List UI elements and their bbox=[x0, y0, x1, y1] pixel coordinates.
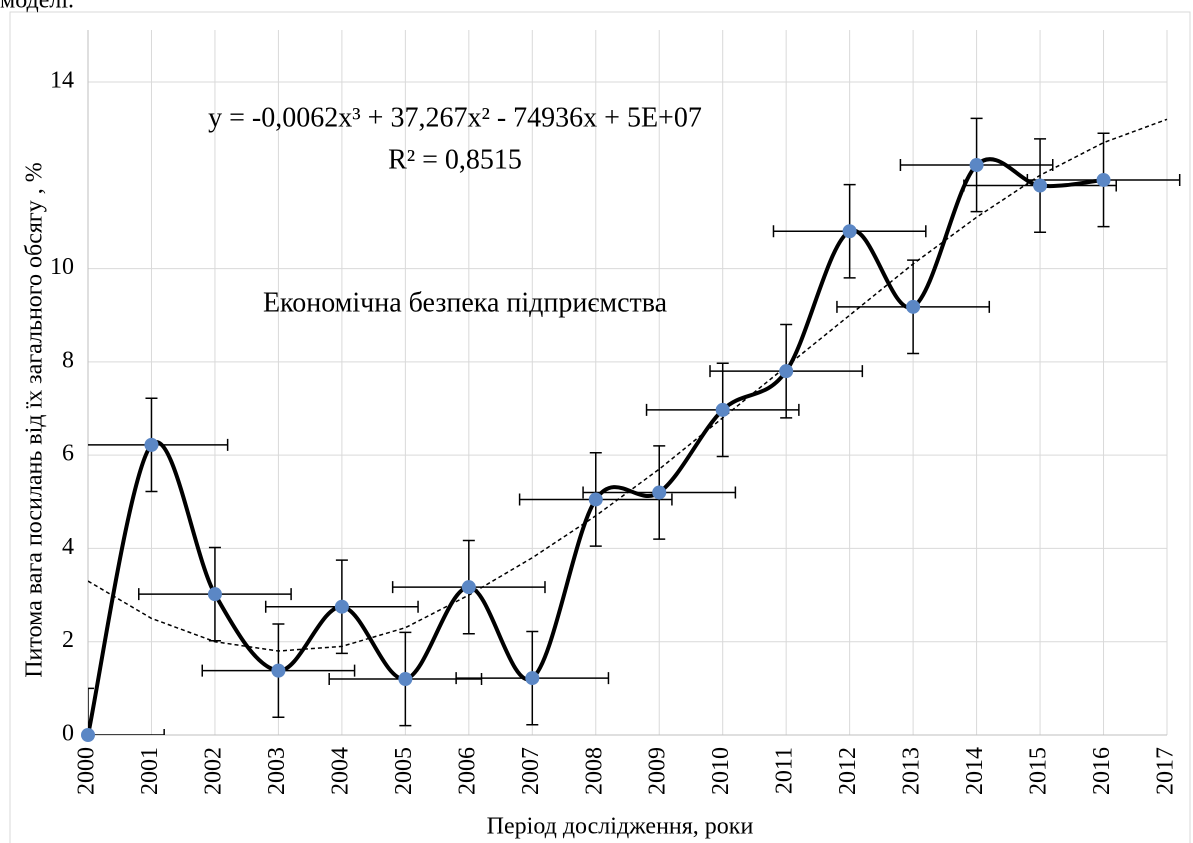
x-tick-label: 2012 bbox=[835, 747, 861, 795]
data-point bbox=[207, 587, 222, 602]
x-tick-label: 2007 bbox=[518, 747, 544, 795]
chart-frame bbox=[9, 11, 1191, 843]
y-tick-label: 0 bbox=[62, 721, 74, 747]
x-tick-label: 2000 bbox=[74, 747, 100, 795]
y-tick-label: 10 bbox=[50, 254, 74, 280]
x-tick-label: 2001 bbox=[137, 747, 163, 795]
equation: y = -0,0062x³ + 37,267x² - 74936x + 5E+0… bbox=[208, 102, 702, 133]
x-tick-label: 2010 bbox=[708, 747, 734, 795]
y-error-bar bbox=[88, 687, 94, 735]
x-tick-label: 2002 bbox=[200, 747, 226, 795]
annotation: Економічна безпека підприємства bbox=[263, 287, 668, 318]
data-point bbox=[779, 364, 794, 379]
data-point bbox=[271, 663, 286, 678]
data-point bbox=[715, 402, 730, 417]
x-axis-label: Період дослідження, роки bbox=[487, 814, 754, 840]
x-tick-label: 2006 bbox=[454, 747, 480, 795]
data-point bbox=[461, 580, 476, 595]
data-point bbox=[81, 728, 95, 742]
data-point bbox=[652, 485, 667, 500]
data-point bbox=[906, 299, 921, 314]
x-tick-label: 2017 bbox=[1153, 747, 1179, 795]
x-tick-label: 2008 bbox=[581, 747, 607, 795]
x-tick-label: 2011 bbox=[772, 747, 798, 794]
trendline bbox=[88, 118, 1168, 652]
y-tick-label: 2 bbox=[62, 627, 74, 653]
data-point bbox=[1096, 172, 1111, 187]
y-tick-label: 6 bbox=[62, 441, 74, 467]
data-point bbox=[334, 599, 349, 614]
y-tick-label: 8 bbox=[62, 347, 74, 373]
plot-area bbox=[87, 30, 1168, 736]
x-tick-label: 2014 bbox=[962, 747, 988, 795]
x-tick-label: 2005 bbox=[391, 747, 417, 795]
header-text: моделі. bbox=[0, 0, 74, 14]
x-tick-label: 2013 bbox=[899, 747, 925, 795]
data-point bbox=[969, 158, 984, 173]
data-point bbox=[588, 492, 603, 507]
data-point bbox=[525, 671, 540, 686]
data-point bbox=[144, 437, 159, 452]
x-tick-label: 2016 bbox=[1089, 747, 1115, 795]
r-squared: R² = 0,8515 bbox=[388, 144, 522, 175]
x-tick-label: 2015 bbox=[1026, 747, 1052, 795]
data-point bbox=[1033, 178, 1048, 193]
y-tick-label: 14 bbox=[50, 68, 74, 94]
x-tick-label: 2009 bbox=[645, 747, 671, 795]
y-axis-label: Питома вага посилань від їх загального о… bbox=[22, 162, 48, 678]
x-error-bar bbox=[88, 729, 165, 735]
data-point bbox=[842, 224, 857, 239]
data-point bbox=[398, 672, 413, 687]
y-tick-label: 4 bbox=[62, 534, 74, 560]
x-tick-label: 2003 bbox=[264, 747, 290, 795]
x-tick-label: 2004 bbox=[327, 747, 353, 795]
